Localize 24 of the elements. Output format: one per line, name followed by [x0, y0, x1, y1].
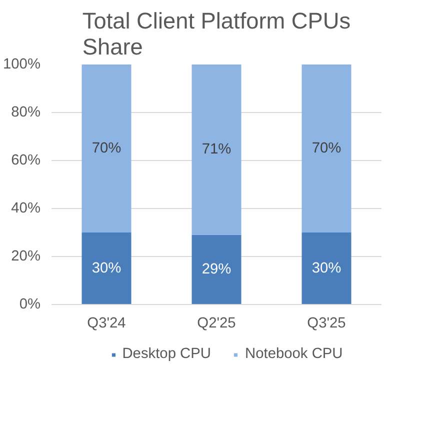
- legend-label: Desktop CPU: [122, 346, 212, 362]
- chart-title: Total Client Platform CPUs Share: [82, 8, 351, 60]
- y-tick-label: 0%: [19, 296, 41, 312]
- data-label: 70%: [92, 140, 122, 156]
- bar: [302, 64, 352, 232]
- y-tick-label: 40%: [11, 200, 41, 216]
- y-tick-label: 100%: [3, 56, 41, 72]
- bar: [192, 234, 242, 304]
- y-tick-label: 60%: [11, 152, 41, 168]
- x-tick-label: Q3'24: [87, 316, 126, 332]
- y-tick-label: 20%: [11, 248, 41, 264]
- legend-label: Notebook CPU: [245, 346, 343, 362]
- bar: [82, 232, 132, 304]
- x-tick-label: Q2'25: [197, 316, 236, 332]
- data-label: 71%: [202, 142, 232, 158]
- bar: [192, 64, 242, 235]
- x-tick-label: Q3'25: [307, 316, 346, 332]
- data-label: 30%: [312, 260, 342, 276]
- data-label: 30%: [92, 260, 122, 276]
- bar: [82, 64, 132, 232]
- bar: [302, 232, 352, 304]
- y-tick-label: 80%: [11, 104, 41, 120]
- data-label: 70%: [312, 140, 342, 156]
- data-label: 29%: [202, 262, 232, 278]
